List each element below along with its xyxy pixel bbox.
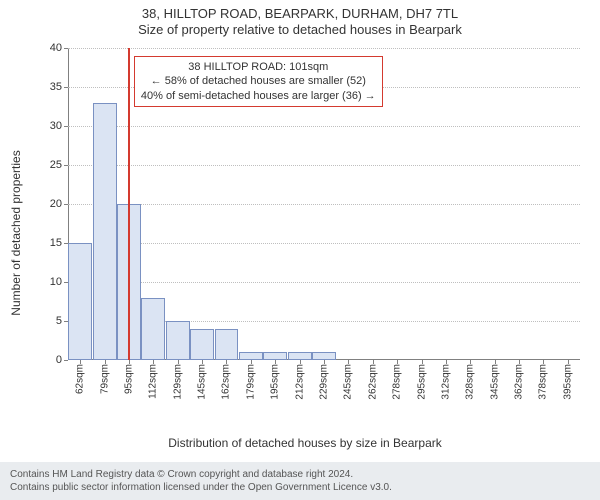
- chart-title-block: 38, HILLTOP ROAD, BEARPARK, DURHAM, DH7 …: [0, 0, 600, 39]
- x-tick-label: 212sqm: [294, 364, 305, 400]
- y-tick-label: 5: [56, 315, 68, 327]
- bar: [68, 243, 92, 360]
- y-axis-label: Number of detached properties: [9, 150, 23, 315]
- bar: [93, 103, 117, 360]
- y-tick-label: 15: [50, 237, 68, 249]
- chart-container: Number of detached properties 0510152025…: [30, 48, 580, 418]
- y-tick-label: 30: [50, 120, 68, 132]
- x-axis-label: Distribution of detached houses by size …: [168, 436, 442, 450]
- x-tick-label: 245sqm: [343, 364, 354, 400]
- x-tick-label: 312sqm: [440, 364, 451, 400]
- x-tick-label: 95sqm: [123, 364, 134, 394]
- annotation-line2: ← 58% of detached houses are smaller (52…: [141, 74, 376, 88]
- x-tick-label: 179sqm: [245, 364, 256, 400]
- bar: [239, 352, 263, 360]
- title-line2: Size of property relative to detached ho…: [0, 22, 600, 38]
- x-tick-label: 345sqm: [489, 364, 500, 400]
- x-tick-label: 262sqm: [367, 364, 378, 400]
- x-tick-label: 295sqm: [416, 364, 427, 400]
- grid-line: [68, 204, 580, 205]
- x-tick-label: 62sqm: [75, 364, 86, 394]
- y-tick-label: 35: [50, 81, 68, 93]
- grid-line: [68, 243, 580, 244]
- x-tick-label: 229sqm: [319, 364, 330, 400]
- x-tick-label: 328sqm: [465, 364, 476, 400]
- x-tick-label: 145sqm: [197, 364, 208, 400]
- bar: [215, 329, 239, 360]
- x-tick-label: 362sqm: [514, 364, 525, 400]
- bar: [190, 329, 214, 360]
- x-tick-label: 395sqm: [562, 364, 573, 400]
- grid-line: [68, 48, 580, 49]
- annotation-box: 38 HILLTOP ROAD: 101sqm← 58% of detached…: [134, 56, 383, 107]
- y-tick-label: 40: [50, 42, 68, 54]
- footer-line2: Contains public sector information licen…: [10, 481, 590, 494]
- bar: [166, 321, 190, 360]
- x-tick-label: 162sqm: [221, 364, 232, 400]
- y-tick-label: 25: [50, 159, 68, 171]
- x-tick-label: 195sqm: [270, 364, 281, 400]
- annotation-line3: 40% of semi-detached houses are larger (…: [141, 89, 376, 103]
- bar: [288, 352, 312, 360]
- title-line1: 38, HILLTOP ROAD, BEARPARK, DURHAM, DH7 …: [0, 6, 600, 22]
- bar: [312, 352, 336, 360]
- grid-line: [68, 126, 580, 127]
- y-tick-label: 10: [50, 276, 68, 288]
- y-tick-label: 0: [56, 354, 68, 366]
- y-tick-label: 20: [50, 198, 68, 210]
- annotation-line1: 38 HILLTOP ROAD: 101sqm: [141, 60, 376, 74]
- x-tick-label: 278sqm: [392, 364, 403, 400]
- x-tick-label: 129sqm: [172, 364, 183, 400]
- bar: [263, 352, 287, 360]
- marker-line: [128, 48, 130, 360]
- x-tick-label: 79sqm: [99, 364, 110, 394]
- plot-area: 051015202530354062sqm79sqm95sqm112sqm129…: [68, 48, 580, 360]
- grid-line: [68, 165, 580, 166]
- bar: [141, 298, 165, 360]
- x-tick-label: 378sqm: [538, 364, 549, 400]
- x-tick-label: 112sqm: [148, 364, 159, 399]
- grid-line: [68, 282, 580, 283]
- attribution-footer: Contains HM Land Registry data © Crown c…: [0, 462, 600, 500]
- footer-line1: Contains HM Land Registry data © Crown c…: [10, 468, 590, 481]
